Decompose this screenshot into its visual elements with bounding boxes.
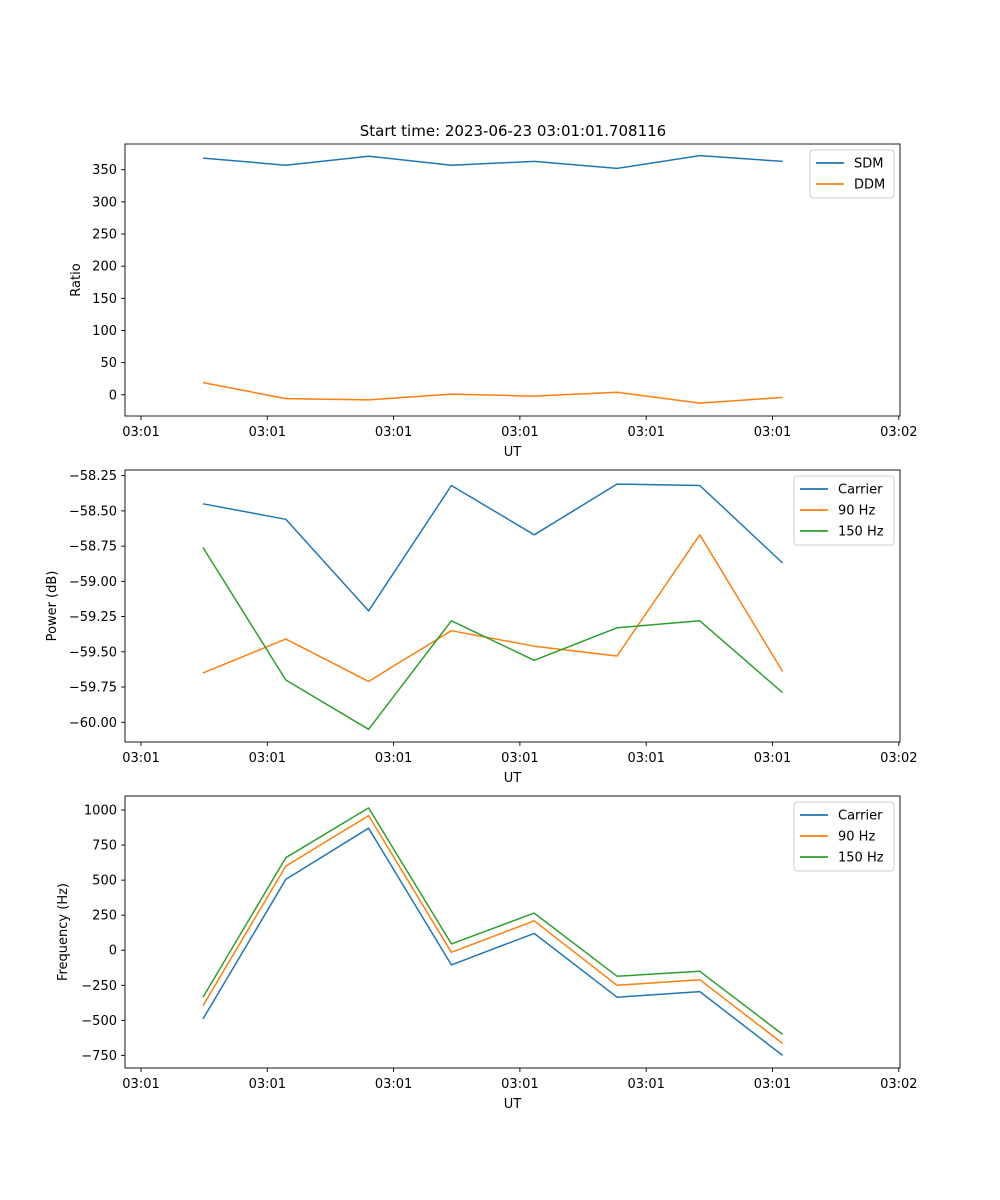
x-tick-label: 03:01 xyxy=(249,425,286,440)
y-tick-label: −59.25 xyxy=(69,610,117,625)
x-tick-label: 03:01 xyxy=(501,751,538,766)
legend-label: DDM xyxy=(854,178,885,193)
legend-label: 150 Hz xyxy=(838,525,884,540)
y-axis-label: Ratio xyxy=(69,263,84,296)
series-line-ddm xyxy=(202,381,783,404)
series-line-150-hz xyxy=(202,547,784,731)
y-tick-label: −500 xyxy=(81,1014,117,1029)
series-line-sdm xyxy=(202,154,783,170)
y-tick-label: 100 xyxy=(92,324,117,339)
x-tick-label: 03:02 xyxy=(880,1077,917,1092)
series-line-carrier xyxy=(202,827,784,1056)
legend-label: Carrier xyxy=(838,483,883,498)
x-tick-label: 03:01 xyxy=(627,1077,664,1092)
x-tick-label: 03:01 xyxy=(754,751,791,766)
x-tick-label: 03:01 xyxy=(501,1077,538,1092)
legend-label: 90 Hz xyxy=(838,830,875,845)
legend-box xyxy=(809,149,895,199)
y-tick-label: 250 xyxy=(92,909,117,924)
y-axis-label: Power (dB) xyxy=(45,571,60,642)
x-tick-label: 03:01 xyxy=(249,1077,286,1092)
legend-box xyxy=(793,475,895,546)
frequency-chart: 03:01 03:01 03:01 03:01 03:01 03:01 03:02 −750 −… xyxy=(56,795,918,1112)
x-axis-label: UT xyxy=(504,445,522,460)
series-line-150-hz xyxy=(202,807,784,1035)
x-tick-label: 03:01 xyxy=(627,751,664,766)
y-tick-label: 350 xyxy=(92,163,117,178)
y-tick-label: −250 xyxy=(81,979,117,994)
legend: SDM DDM xyxy=(809,149,895,199)
y-tick-label: −59.75 xyxy=(69,681,117,696)
legend-label: SDM xyxy=(854,157,883,172)
y-tick-label: 50 xyxy=(100,356,117,371)
x-tick-label: 03:01 xyxy=(754,425,791,440)
y-tick-label: 750 xyxy=(92,839,117,854)
x-tick-label: 03:01 xyxy=(375,1077,412,1092)
legend-label: 90 Hz xyxy=(838,504,875,519)
legend-label: 150 Hz xyxy=(838,851,884,866)
axes-frame xyxy=(124,795,901,1069)
legend-label: Carrier xyxy=(838,809,883,824)
x-tick-label: 03:01 xyxy=(122,751,159,766)
series-line-90-hz xyxy=(202,814,784,1045)
figure-title: Start time: 2023-06-23 03:01:01.708116 xyxy=(360,122,666,140)
series-line-carrier xyxy=(202,483,784,612)
y-tick-label: 150 xyxy=(92,292,117,307)
y-tick-label: −58.25 xyxy=(69,469,117,484)
y-tick-label: −59.50 xyxy=(69,645,117,660)
series-line-90-hz xyxy=(202,534,784,683)
x-tick-label: 03:01 xyxy=(754,1077,791,1092)
y-tick-label: 200 xyxy=(92,260,117,275)
y-tick-label: −58.50 xyxy=(69,504,117,519)
y-tick-label: 0 xyxy=(109,944,117,959)
x-tick-label: 03:02 xyxy=(880,425,917,440)
y-tick-label: −58.75 xyxy=(69,540,117,555)
y-axis-label: Frequency (Hz) xyxy=(56,883,71,981)
x-tick-label: 03:01 xyxy=(375,425,412,440)
x-tick-label: 03:01 xyxy=(375,751,412,766)
y-tick-label: −59.00 xyxy=(69,575,117,590)
y-tick-label: 250 xyxy=(92,228,117,243)
power-chart: 03:01 03:01 03:01 03:01 03:01 03:01 03:02 −60.0… xyxy=(45,469,918,786)
x-tick-label: 03:01 xyxy=(122,1077,159,1092)
legend: Carrier 90 Hz 150 Hz xyxy=(793,801,895,872)
y-tick-label: −750 xyxy=(81,1049,117,1064)
x-axis-label: UT xyxy=(504,771,522,786)
x-tick-label: 03:01 xyxy=(122,425,159,440)
ratio-chart: 03:01 03:01 03:01 03:01 03:01 03:01 03:02 0 50 10… xyxy=(69,143,918,460)
legend-box xyxy=(793,801,895,872)
legend: Carrier 90 Hz 150 Hz xyxy=(793,475,895,546)
x-tick-label: 03:01 xyxy=(501,425,538,440)
axes-frame xyxy=(124,469,901,743)
y-tick-label: −60.00 xyxy=(69,716,117,731)
y-tick-label: 1000 xyxy=(84,804,117,819)
y-tick-label: 300 xyxy=(92,195,117,210)
y-tick-label: 0 xyxy=(109,388,117,403)
x-tick-label: 03:01 xyxy=(249,751,286,766)
axes-frame xyxy=(124,143,901,417)
x-tick-label: 03:01 xyxy=(627,425,664,440)
x-tick-label: 03:02 xyxy=(880,751,917,766)
y-tick-label: 500 xyxy=(92,874,117,889)
x-axis-label: UT xyxy=(504,1097,522,1112)
